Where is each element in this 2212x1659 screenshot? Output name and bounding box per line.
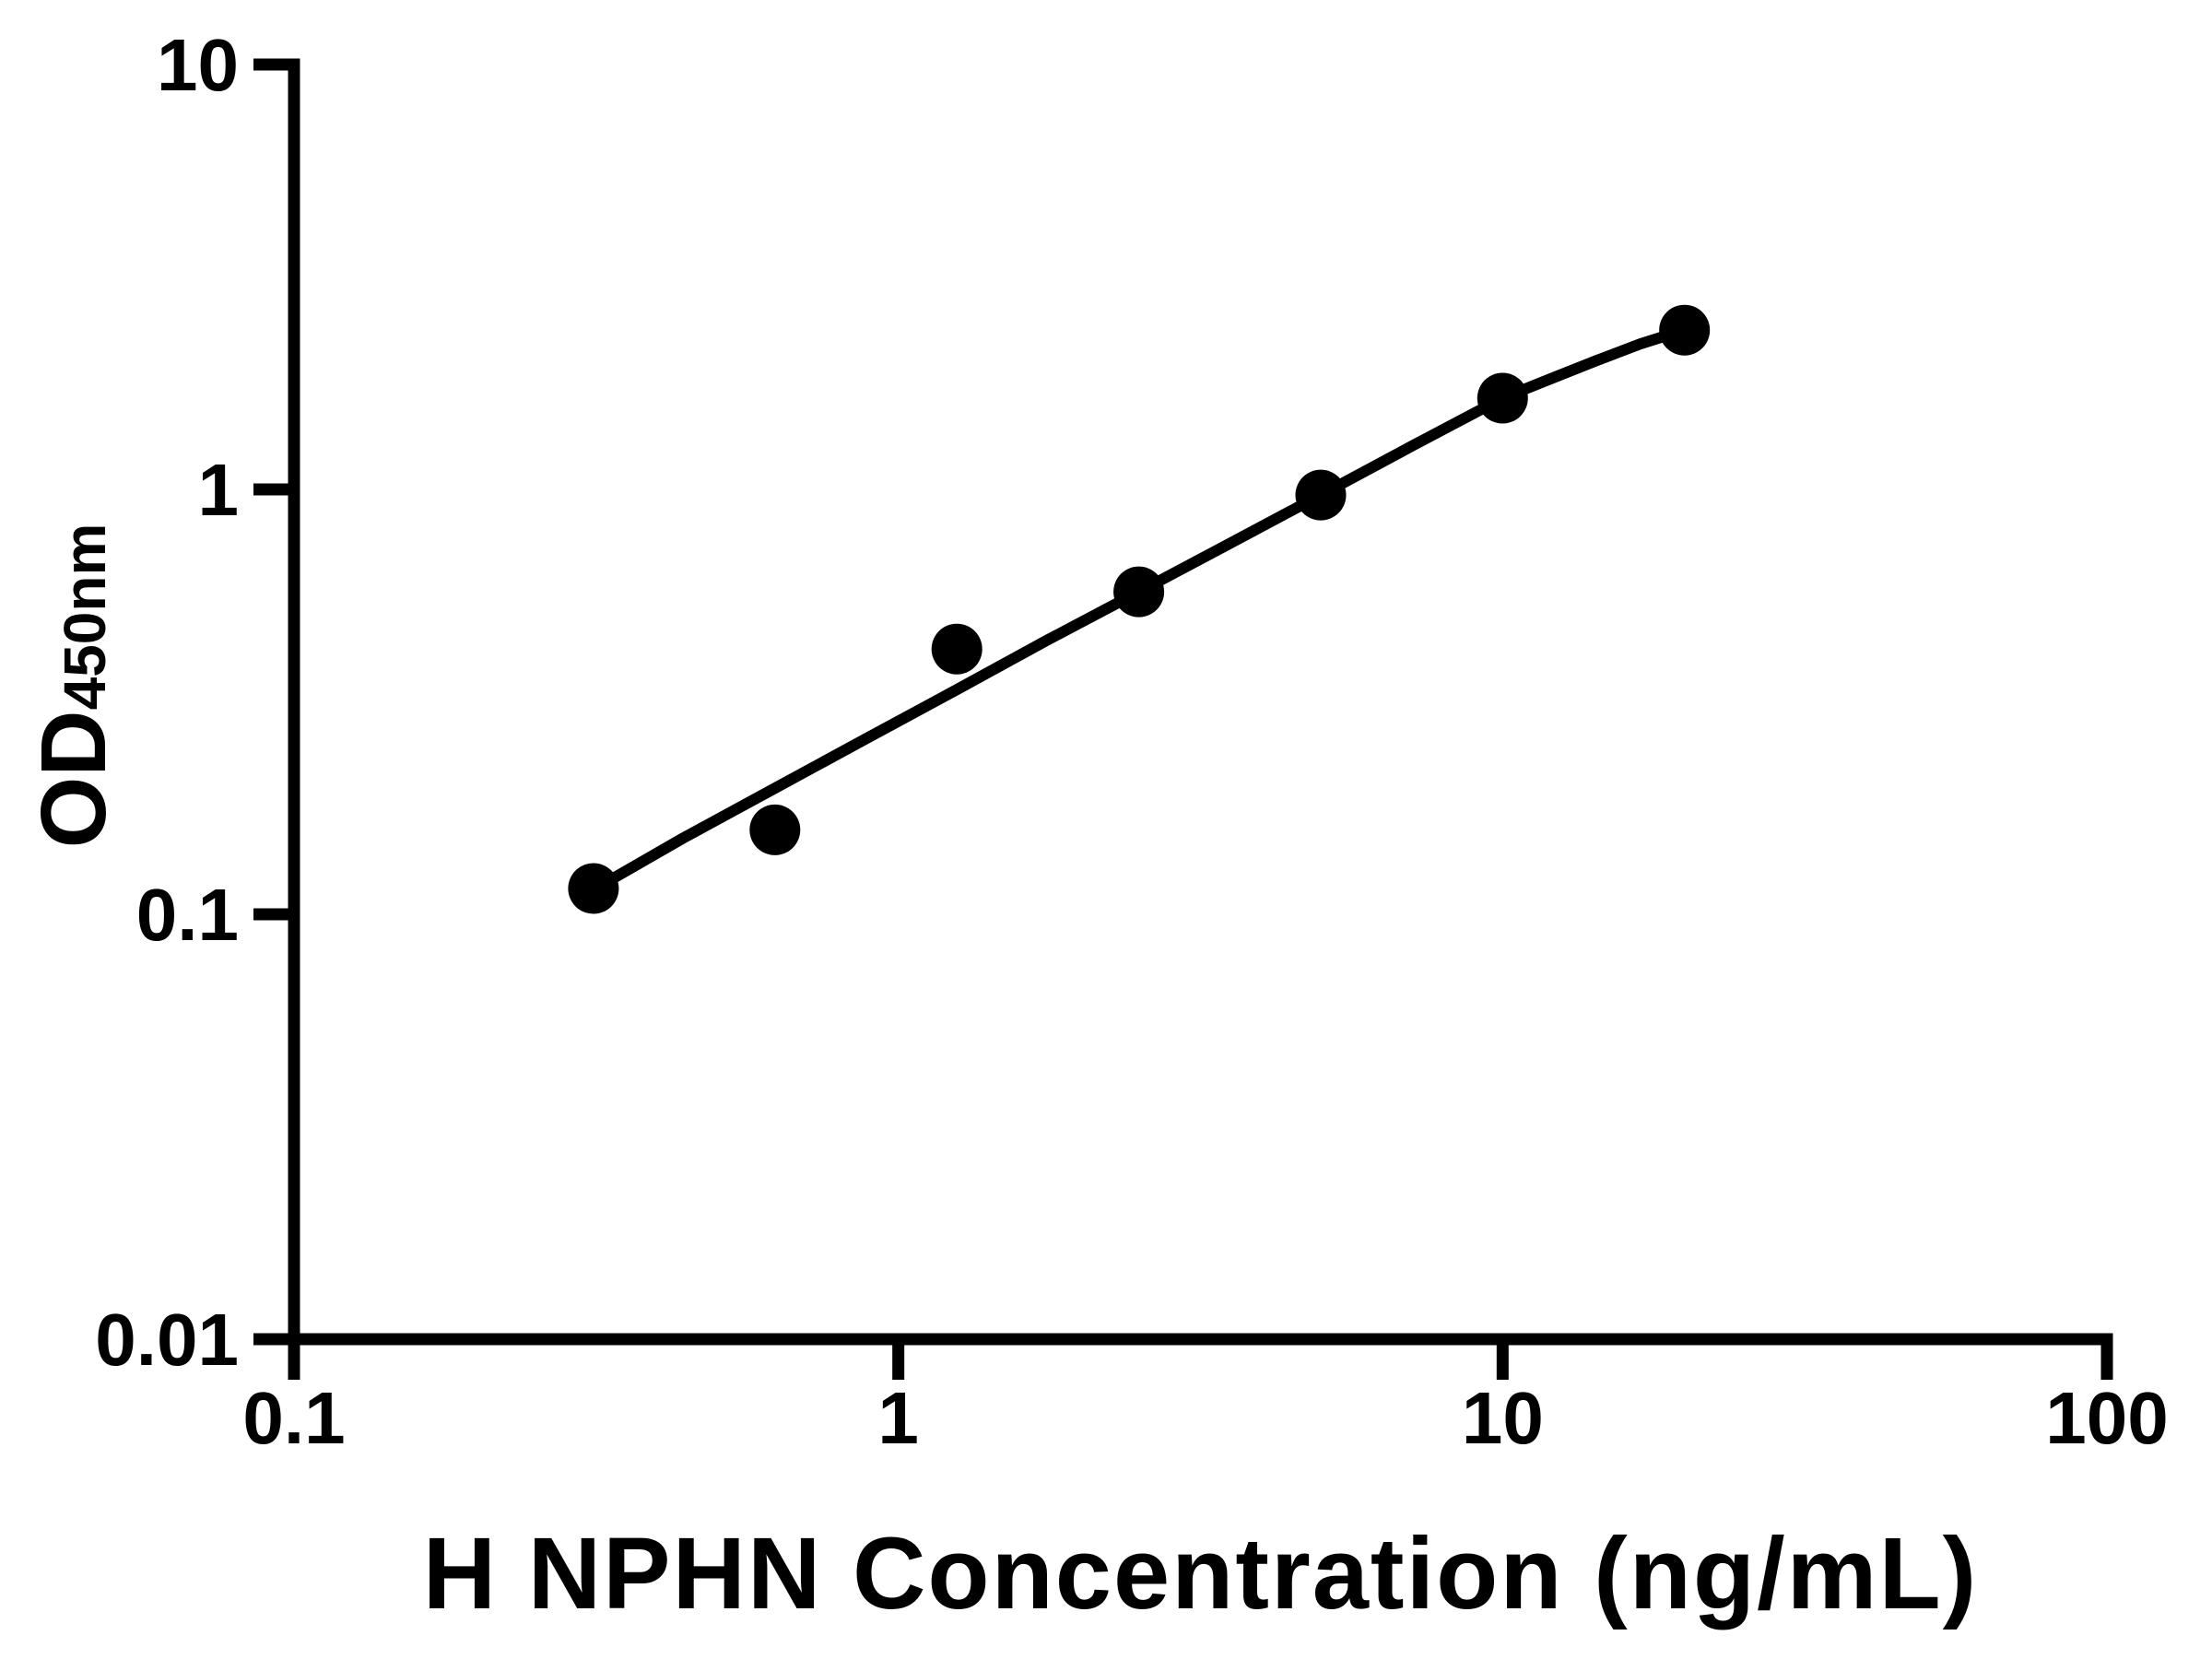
y-axis-title-sub: 450nm — [52, 524, 118, 711]
x-axis-title: H NPHN Concentration (ng/mL) — [423, 1517, 1979, 1630]
x-tick-label: 0.1 — [242, 1377, 345, 1459]
y-tick-label: 1 — [198, 449, 240, 531]
data-point-7 — [1659, 304, 1711, 356]
y-tick-label: 0.01 — [95, 1299, 239, 1381]
data-point-4 — [1113, 566, 1165, 618]
y-axis-title-main: OD — [22, 710, 125, 848]
y-axis-ticks: 0.01 0.1 1 10 — [95, 24, 294, 1381]
y-tick-label: 0.1 — [136, 874, 239, 956]
x-tick-label: 100 — [2045, 1377, 2168, 1459]
y-tick-label: 10 — [157, 24, 239, 106]
data-point-6 — [1477, 372, 1528, 424]
x-tick-label: 1 — [877, 1377, 919, 1459]
data-point-1 — [568, 863, 619, 914]
y-axis-title: OD450nm — [22, 524, 125, 849]
x-axis-ticks: 0.1 1 10 100 — [242, 1339, 2169, 1459]
data-point-5 — [1295, 469, 1347, 521]
data-point-2 — [749, 804, 801, 855]
x-tick-label: 10 — [1462, 1377, 1544, 1459]
data-points — [568, 304, 1711, 914]
fit-curve-line — [587, 324, 1690, 896]
data-point-3 — [931, 623, 982, 675]
